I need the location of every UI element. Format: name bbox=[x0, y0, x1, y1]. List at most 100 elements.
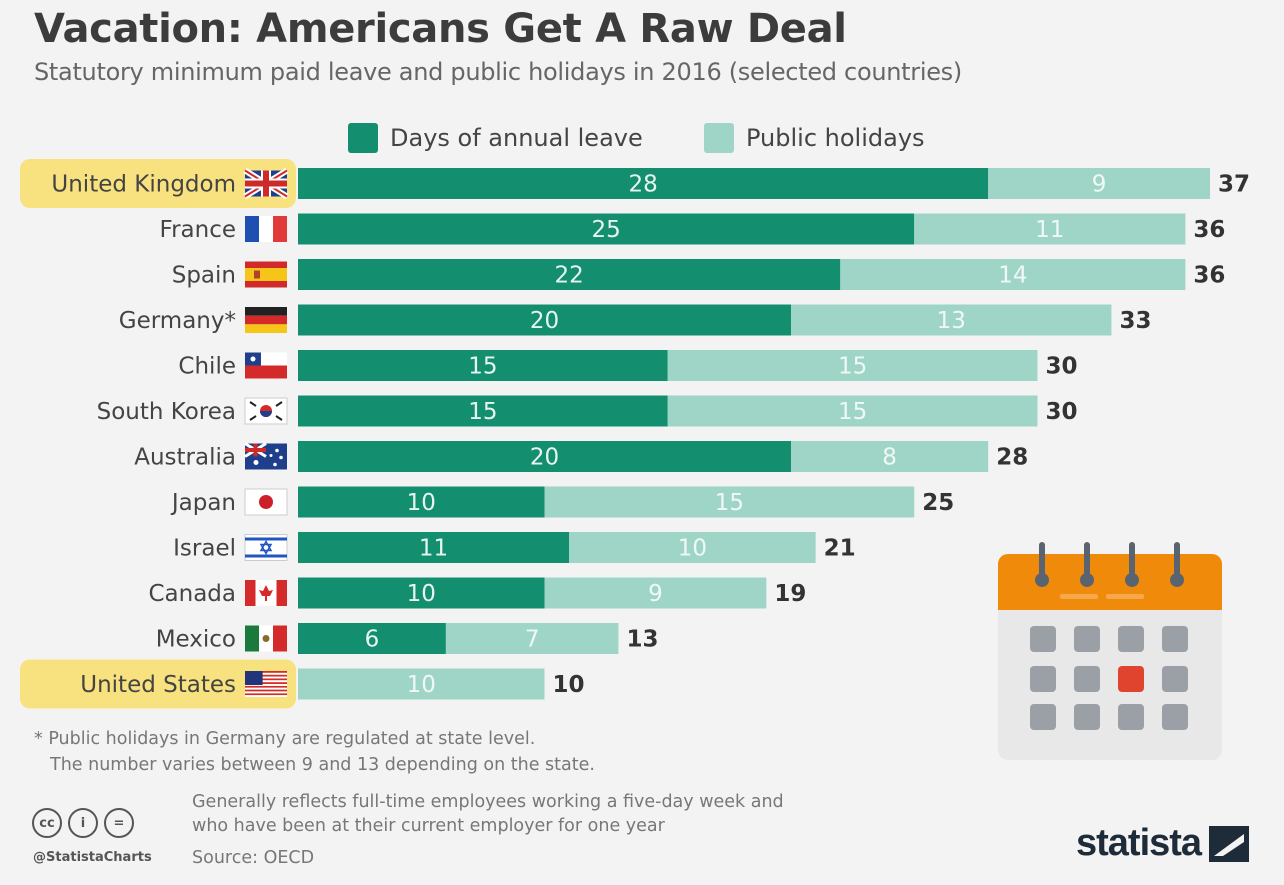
value-public-holidays-japan: 15 bbox=[715, 490, 744, 516]
bar-public-holidays-germany bbox=[791, 304, 1112, 336]
bar-annual-leave-united-kingdom bbox=[298, 168, 989, 199]
legend-item-annual-leave: Days of annual leave bbox=[348, 122, 643, 154]
flag-mexico-icon bbox=[245, 625, 287, 652]
country-label-spain: Spain bbox=[172, 263, 236, 289]
flag-france-icon bbox=[245, 216, 287, 242]
country-label-israel: Israel bbox=[173, 536, 236, 562]
flag-germany-icon bbox=[245, 307, 287, 333]
chart-title: Vacation: Americans Get A Raw Deal bbox=[34, 6, 847, 52]
country-label-canada: Canada bbox=[148, 581, 236, 607]
legend-label-public-holidays: Public holidays bbox=[746, 124, 925, 152]
twitter-handle: @StatistaCharts bbox=[33, 850, 152, 865]
bar-annual-leave-south-korea bbox=[298, 395, 668, 427]
bar-public-holidays-chile bbox=[667, 350, 1038, 381]
value-annual-leave-chile: 15 bbox=[468, 354, 497, 380]
country-label-france: France bbox=[160, 217, 236, 243]
flag-australia-icon bbox=[244, 442, 287, 470]
bar-public-holidays-israel bbox=[569, 532, 816, 563]
total-germany: 33 bbox=[1119, 308, 1151, 334]
license-icons: cc i = bbox=[32, 808, 134, 838]
value-public-holidays-south-korea: 15 bbox=[838, 399, 867, 425]
cc-icon: cc bbox=[32, 808, 62, 838]
total-united-states: 10 bbox=[553, 672, 585, 698]
country-label-south-korea: South Korea bbox=[97, 399, 236, 425]
method-note-line-2: who have been at their current employer … bbox=[192, 816, 665, 836]
total-france: 36 bbox=[1193, 217, 1225, 243]
flag-japan-icon bbox=[244, 488, 288, 516]
value-public-holidays-canada: 9 bbox=[648, 581, 663, 607]
brand-name: statista bbox=[1076, 822, 1202, 864]
total-australia: 28 bbox=[996, 445, 1028, 471]
total-japan: 25 bbox=[922, 490, 954, 516]
country-label-australia: Australia bbox=[134, 445, 236, 471]
flag-chile-icon bbox=[245, 352, 287, 379]
value-public-holidays-germany: 13 bbox=[937, 308, 966, 334]
highlight-united-states bbox=[20, 659, 296, 709]
bar-public-holidays-australia bbox=[791, 441, 989, 472]
total-israel: 21 bbox=[824, 536, 856, 562]
value-annual-leave-france: 25 bbox=[591, 217, 620, 243]
flag-united-states-icon bbox=[245, 671, 287, 697]
bar-public-holidays-japan bbox=[544, 486, 915, 518]
highlight-united-kingdom bbox=[20, 159, 296, 208]
total-chile: 30 bbox=[1046, 354, 1078, 380]
bar-public-holidays-france bbox=[914, 213, 1186, 245]
country-label-chile: Chile bbox=[178, 354, 236, 380]
country-label-germany: Germany* bbox=[119, 308, 236, 334]
value-public-holidays-mexico: 7 bbox=[525, 627, 540, 653]
value-annual-leave-canada: 10 bbox=[407, 581, 436, 607]
bar-public-holidays-united-states bbox=[298, 668, 545, 700]
country-label-mexico: Mexico bbox=[156, 627, 236, 653]
value-annual-leave-australia: 20 bbox=[530, 445, 559, 471]
flag-israel-icon bbox=[244, 534, 288, 561]
total-united-kingdom: 37 bbox=[1218, 172, 1250, 198]
country-label-japan: Japan bbox=[170, 490, 236, 516]
bar-public-holidays-canada bbox=[544, 577, 767, 609]
footnote-line-1: * Public holidays in Germany are regulat… bbox=[34, 729, 536, 749]
country-label-united-states: United States bbox=[80, 672, 236, 698]
value-annual-leave-united-kingdom: 28 bbox=[628, 172, 657, 198]
bar-public-holidays-mexico bbox=[445, 623, 619, 654]
source-text: Source: OECD bbox=[192, 848, 315, 868]
value-annual-leave-germany: 20 bbox=[530, 308, 559, 334]
bar-public-holidays-spain bbox=[840, 259, 1186, 290]
value-public-holidays-france: 11 bbox=[1035, 217, 1064, 243]
legend-item-public-holidays: Public holidays bbox=[704, 122, 925, 154]
total-south-korea: 30 bbox=[1046, 399, 1078, 425]
flag-united-kingdom-icon bbox=[243, 167, 289, 200]
value-annual-leave-israel: 11 bbox=[419, 536, 448, 562]
value-public-holidays-israel: 10 bbox=[678, 536, 707, 562]
by-icon: i bbox=[68, 808, 98, 838]
bar-annual-leave-chile bbox=[298, 350, 668, 381]
chart-subtitle: Statutory minimum paid leave and public … bbox=[34, 58, 962, 86]
value-annual-leave-mexico: 6 bbox=[365, 627, 380, 653]
flag-canada-icon bbox=[245, 580, 287, 606]
footnote-line-2: The number varies between 9 and 13 depen… bbox=[50, 755, 595, 775]
legend-label-annual-leave: Days of annual leave bbox=[390, 124, 643, 152]
flag-south-korea-icon bbox=[244, 397, 288, 425]
value-public-holidays-chile: 15 bbox=[838, 354, 867, 380]
bar-annual-leave-australia bbox=[298, 441, 791, 472]
value-annual-leave-south-korea: 15 bbox=[468, 399, 497, 425]
value-annual-leave-japan: 10 bbox=[407, 490, 436, 516]
total-spain: 36 bbox=[1193, 263, 1225, 289]
bar-annual-leave-canada bbox=[298, 577, 545, 609]
calendar-icon bbox=[998, 542, 1222, 760]
legend-swatch-annual-leave bbox=[348, 123, 378, 153]
bar-annual-leave-israel bbox=[298, 532, 570, 563]
value-public-holidays-australia: 8 bbox=[882, 445, 897, 471]
country-label-united-kingdom: United Kingdom bbox=[51, 172, 236, 198]
value-public-holidays-spain: 14 bbox=[998, 263, 1027, 289]
value-public-holidays-united-kingdom: 9 bbox=[1092, 172, 1107, 198]
bar-annual-leave-france bbox=[298, 213, 915, 245]
statista-logo-icon bbox=[1209, 825, 1250, 862]
bar-public-holidays-united-kingdom bbox=[988, 168, 1211, 199]
bar-annual-leave-germany bbox=[298, 304, 791, 336]
method-note-line-1: Generally reflects full-time employees w… bbox=[192, 792, 784, 812]
total-canada: 19 bbox=[774, 581, 806, 607]
nd-icon: = bbox=[104, 808, 134, 838]
bar-annual-leave-japan bbox=[298, 486, 545, 518]
total-mexico: 13 bbox=[626, 627, 658, 653]
flag-spain-icon bbox=[245, 261, 287, 288]
